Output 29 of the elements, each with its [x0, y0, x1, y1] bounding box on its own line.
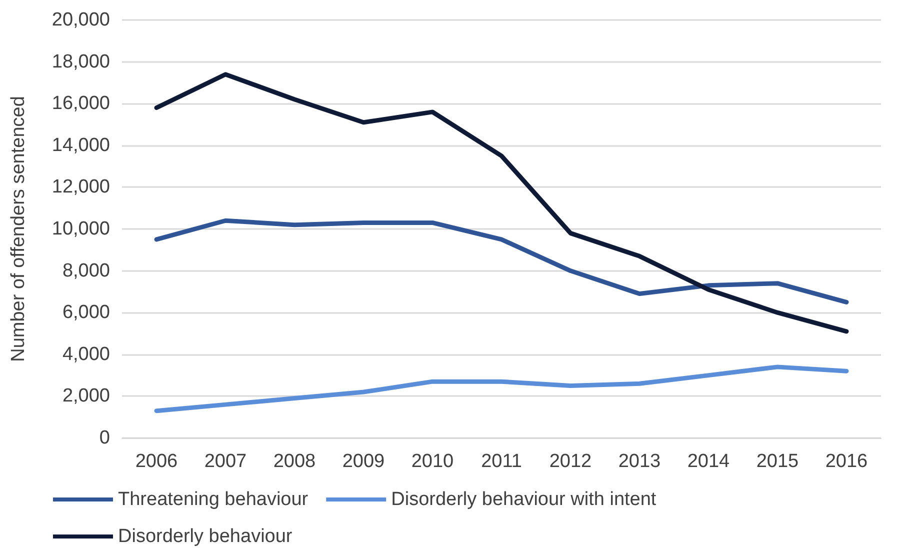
y-axis-title: Number of offenders sentenced [8, 96, 29, 362]
line-series [154, 218, 849, 304]
x-tick-label: 2015 [756, 451, 799, 472]
y-tick-label: 14,000 [52, 134, 110, 156]
y-tick-label: 2,000 [62, 386, 110, 407]
y-tick-label: 8,000 [62, 260, 110, 282]
x-tick-label: 2010 [411, 451, 454, 472]
y-tick-label: 18,000 [52, 51, 110, 72]
line-series [154, 72, 849, 334]
x-tick-label: 2009 [342, 451, 385, 472]
y-tick-label: 12,000 [52, 176, 110, 198]
legend-label: Threatening behaviour [118, 489, 309, 510]
y-tick-label: 6,000 [62, 302, 110, 324]
line-series [154, 364, 849, 414]
y-tick-label: 10,000 [52, 218, 110, 240]
y-tick-label: 16,000 [52, 93, 110, 114]
y-tick-label: 0 [99, 428, 110, 448]
x-tick-label: 2011 [481, 451, 522, 472]
x-tick-label: 2006 [135, 451, 178, 472]
x-tick-label: 2016 [825, 451, 868, 472]
legend-label: Disorderly behaviour with intent [391, 489, 657, 510]
x-tick-label: 2014 [687, 451, 730, 472]
x-tick-label: 2013 [618, 451, 661, 472]
x-tick-label: 2007 [204, 451, 247, 472]
x-tick-label: 2008 [273, 451, 316, 472]
legend-label: Disorderly behaviour [118, 526, 293, 547]
y-tick-label: 20,000 [52, 10, 110, 30]
x-tick-label: 2012 [549, 451, 592, 472]
y-tick-label: 4,000 [62, 344, 110, 365]
